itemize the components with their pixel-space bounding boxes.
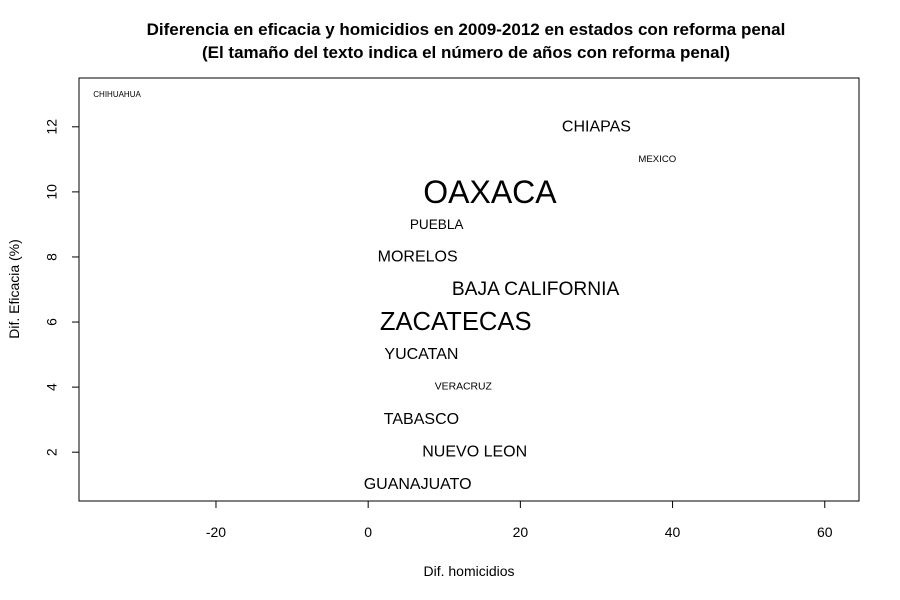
x-axis-label: Dif. homicidios bbox=[423, 563, 514, 579]
x-tick-label: 60 bbox=[817, 524, 833, 540]
point-label-chiapas: CHIAPAS bbox=[562, 118, 631, 135]
x-tick-label: -20 bbox=[206, 524, 226, 540]
point-label-nuevo-leon: NUEVO LEON bbox=[422, 444, 527, 461]
point-labels: CHIHUAHUA CHIAPAS MEXICO OAXACA PUEBLA MORELO… bbox=[93, 90, 676, 493]
point-label-yucatan: YUCATAN bbox=[384, 346, 458, 363]
x-tick-label: 20 bbox=[513, 524, 529, 540]
x-tick-label: 0 bbox=[364, 524, 372, 540]
y-tick-label: 4 bbox=[44, 383, 60, 391]
point-label-guanajuato: GUANAJUATO bbox=[364, 476, 472, 493]
point-label-chihuahua: CHIHUAHUA bbox=[93, 90, 141, 99]
y-tick-label: 10 bbox=[44, 184, 60, 200]
point-label-zacatecas: ZACATECAS bbox=[380, 308, 532, 336]
x-axis: -20 0 20 40 60 bbox=[206, 500, 833, 540]
point-label-veracruz: VERACRUZ bbox=[435, 382, 493, 393]
point-label-mexico: MEXICO bbox=[638, 154, 676, 165]
point-label-morelos: MORELOS bbox=[378, 248, 458, 265]
point-label-tabasco: TABASCO bbox=[384, 411, 459, 428]
y-tick-label: 6 bbox=[44, 318, 60, 326]
chart-subtitle: (El tamaño del texto indica el número de… bbox=[202, 43, 730, 62]
y-tick-label: 2 bbox=[44, 448, 60, 456]
point-label-oaxaca: OAXACA bbox=[423, 174, 557, 210]
x-tick-label: 40 bbox=[665, 524, 681, 540]
y-axis: 2 4 6 8 10 12 bbox=[44, 119, 80, 456]
point-label-baja-california: BAJA CALIFORNIA bbox=[452, 279, 620, 300]
chart-title: Diferencia en eficacia y homicidios en 2… bbox=[147, 20, 786, 39]
point-label-puebla: PUEBLA bbox=[410, 217, 465, 232]
y-axis-label: Dif. Eficacia (%) bbox=[6, 239, 22, 339]
y-tick-label: 8 bbox=[44, 253, 60, 261]
y-tick-label: 12 bbox=[44, 119, 60, 135]
